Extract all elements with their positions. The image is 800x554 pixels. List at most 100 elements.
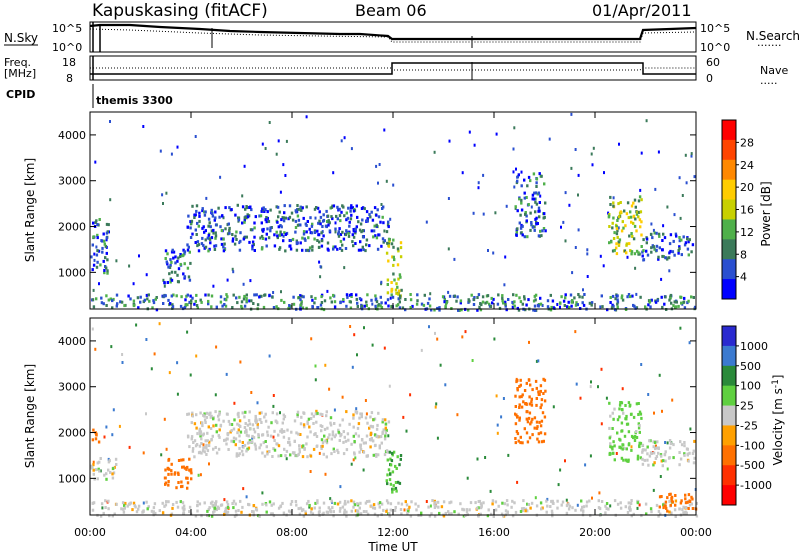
echo-cell — [375, 427, 379, 431]
echo-cell — [540, 507, 543, 511]
echo-speckle — [305, 115, 308, 119]
echo-cell — [193, 455, 196, 459]
echo-cell — [369, 424, 372, 428]
echo-cell — [295, 248, 299, 252]
echo-cell — [220, 229, 224, 232]
echo-cell — [317, 233, 320, 237]
echo-cell — [534, 210, 537, 214]
echo-cell — [687, 299, 690, 303]
echo-cell — [309, 454, 313, 458]
echo-cell — [632, 237, 636, 241]
echo-cell — [331, 433, 334, 437]
echo-cell — [189, 301, 193, 305]
echo-cell — [653, 461, 656, 465]
echo-cell — [111, 306, 114, 310]
echo-cell — [255, 508, 259, 512]
echo-cell — [619, 501, 622, 505]
echo-cell — [498, 306, 502, 310]
echo-cell — [220, 237, 223, 241]
echo-cell — [299, 433, 302, 436]
echo-cell — [386, 223, 390, 227]
echo-cell — [325, 410, 328, 414]
echo-cell — [116, 302, 119, 306]
echo-cell — [112, 471, 116, 475]
echo-cell — [630, 204, 634, 208]
echo-cell — [378, 501, 382, 505]
echo-speckle — [282, 234, 285, 238]
echo-cell — [517, 308, 521, 312]
echo-cell — [211, 504, 214, 508]
echo-cell — [639, 441, 643, 445]
echo-cell — [186, 266, 190, 270]
echo-speckle — [319, 265, 322, 269]
echo-cell — [352, 413, 355, 417]
echo-cell — [384, 426, 387, 430]
echo-speckle — [513, 185, 516, 189]
echo-cell — [337, 232, 340, 236]
echo-speckle — [447, 247, 450, 251]
echo-speckle — [159, 149, 162, 153]
echo-speckle — [513, 126, 516, 130]
echo-cell — [385, 251, 389, 255]
echo-cell — [189, 468, 193, 472]
echo-cell — [115, 293, 119, 297]
echo-speckle — [472, 211, 475, 215]
echo-cell — [253, 235, 256, 239]
echo-cell — [323, 434, 326, 438]
echo-cell — [283, 211, 286, 215]
echo-speckle — [389, 217, 392, 221]
echo-cell — [176, 259, 179, 263]
echo-cell — [375, 236, 379, 240]
echo-cell — [171, 506, 174, 510]
echo-cell — [422, 303, 426, 307]
echo-cell — [322, 501, 326, 505]
echo-cell — [640, 416, 643, 420]
echo-cell — [198, 432, 202, 436]
echo-cell — [529, 422, 532, 426]
echo-cell — [628, 234, 631, 238]
echo-cell — [648, 454, 652, 458]
echo-cell — [515, 380, 518, 384]
echo-cell — [207, 444, 211, 447]
echo-speckle — [105, 425, 108, 429]
echo-cell — [612, 216, 615, 220]
echo-cell — [544, 229, 547, 233]
echo-cell — [657, 232, 661, 236]
echo-cell — [275, 205, 278, 209]
echo-cell — [660, 459, 663, 463]
echo-cell — [526, 420, 530, 424]
echo-cell — [611, 226, 614, 230]
echo-cell — [311, 298, 314, 302]
echo-cell — [679, 440, 682, 444]
echo-cell — [244, 430, 247, 434]
echo-cell — [693, 305, 697, 309]
echo-cell — [313, 506, 316, 510]
echo-cell — [546, 504, 549, 508]
echo-cell — [416, 293, 419, 297]
echo-cell — [606, 308, 609, 312]
echo-cell — [652, 451, 656, 455]
echo-cell — [551, 299, 555, 303]
y-tick-label: 1000 — [58, 266, 86, 279]
echo-cell — [348, 220, 351, 224]
echo-cell — [385, 499, 389, 503]
echo-cell — [357, 220, 360, 224]
echo-cell — [332, 447, 335, 451]
echo-speckle — [94, 160, 97, 164]
echo-cell — [549, 505, 552, 508]
echo-cell — [540, 398, 544, 402]
echo-cell — [396, 263, 400, 267]
echo-cell — [580, 499, 583, 503]
echo-cell — [188, 510, 191, 513]
echo-cell — [356, 426, 360, 430]
echo-cell — [167, 298, 170, 302]
echo-cell — [245, 299, 248, 303]
echo-cell — [540, 403, 543, 407]
echo-speckle — [383, 229, 386, 233]
echo-cell — [145, 500, 148, 504]
echo-cell — [256, 303, 260, 307]
echo-cell — [200, 514, 203, 518]
echo-speckle — [562, 220, 565, 224]
echo-cell — [105, 222, 109, 226]
echo-cell — [623, 249, 627, 253]
